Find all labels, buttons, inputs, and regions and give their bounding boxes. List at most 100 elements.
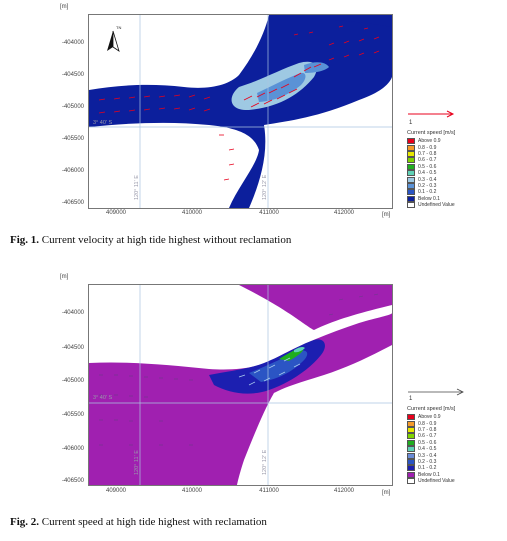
legend-item: 0.4 - 0.5 <box>407 170 477 177</box>
map-canvas <box>89 285 392 485</box>
legend-swatch <box>407 189 415 196</box>
legend-label: Undefined Value <box>418 202 455 209</box>
caption-text: Current speed at high tide highest with … <box>39 516 267 528</box>
latitude-label: 3° 40' S <box>93 395 113 401</box>
y-tick-label: -405000 <box>61 104 84 110</box>
y-tick-label: -404000 <box>61 310 84 316</box>
land-south-east <box>239 350 392 485</box>
legend-swatch <box>407 144 415 151</box>
legend-label: 0.5 - 0.6 <box>418 439 437 446</box>
legend-title: Current speed [m/s] <box>407 406 456 412</box>
legend-label: 0.4 - 0.5 <box>418 170 437 177</box>
water-north-east <box>239 285 392 330</box>
x-tick-label: 410000 <box>181 488 203 494</box>
legend-label: Below 0.1 <box>418 471 440 478</box>
legend-item: 0.3 - 0.4 <box>407 452 477 459</box>
legend: Current speed [m/s] Above 0.9 0.8 - 0.9 0.… <box>407 406 477 485</box>
current-map-1: TN 3° 40' S 120° 11' E 120° 12' E <box>88 14 393 209</box>
legend-title: Current speed [m/s] <box>407 130 456 136</box>
velocity-arrows <box>98 25 380 181</box>
y-tick-label: -405000 <box>61 378 84 384</box>
legend-swatch <box>407 478 415 485</box>
land-south-west <box>89 122 259 208</box>
figure-caption: Fig. 2. Current speed at high tide highe… <box>10 516 267 528</box>
map-canvas <box>89 15 392 208</box>
figure-caption: Fig. 1. Current velocity at high tide hi… <box>10 234 291 246</box>
legend-item: 0.7 - 0.8 <box>407 426 477 433</box>
x-tick-label: 411000 <box>259 210 279 216</box>
longitude-label: 120° 11' E <box>134 450 140 475</box>
y-tick-label: -405500 <box>61 136 84 142</box>
legend-item: Undefined Value <box>407 202 477 209</box>
longitude-label: 120° 11' E <box>134 175 140 200</box>
legend-item: 0.7 - 0.8 <box>407 150 477 157</box>
y-tick-label: -406000 <box>61 168 84 174</box>
legend-label: 0.4 - 0.5 <box>418 446 437 453</box>
legend-label: 0.2 - 0.3 <box>418 458 437 465</box>
legend-label: 0.5 - 0.6 <box>418 163 437 170</box>
legend-swatch <box>407 170 415 177</box>
legend-swatch <box>407 471 415 478</box>
legend-label: 0.2 - 0.3 <box>418 182 437 189</box>
x-tick-label: 410000 <box>181 210 203 216</box>
legend-item: 0.5 - 0.6 <box>407 439 477 446</box>
legend: Current speed [m/s] Above 0.9 0.8 - 0.9 0.… <box>407 130 477 209</box>
legend-item: 0.8 - 0.9 <box>407 144 477 151</box>
legend-label: 0.8 - 0.9 <box>418 144 437 151</box>
legend-swatch <box>407 195 415 202</box>
y-tick-label: -404500 <box>61 72 84 78</box>
y-unit-label: [m] <box>60 274 69 280</box>
legend-swatch <box>407 458 415 465</box>
x-unit-label: [m] <box>382 212 391 218</box>
scale-arrow-icon <box>408 388 464 396</box>
longitude-label: 120° 12' E <box>262 449 268 475</box>
legend-item: 0.6 - 0.7 <box>407 433 477 440</box>
legend-item: Above 0.9 <box>407 414 477 421</box>
legend-item: 0.6 - 0.7 <box>407 157 477 164</box>
north-label: TN <box>116 25 122 30</box>
y-tick-label: -404000 <box>61 40 84 46</box>
legend-swatch <box>407 452 415 459</box>
legend-label: 0.8 - 0.9 <box>418 420 437 427</box>
legend-label: 0.7 - 0.8 <box>418 150 437 157</box>
legend-item: 0.2 - 0.3 <box>407 458 477 465</box>
caption-prefix: Fig. 2. <box>10 516 40 528</box>
legend-item: 0.1 - 0.2 <box>407 189 477 196</box>
legend-item: 0.1 - 0.2 <box>407 465 477 472</box>
x-unit-label: [m] <box>382 490 391 496</box>
legend-swatch <box>407 414 415 421</box>
x-tick-label: 409000 <box>105 488 127 494</box>
y-tick-label: -405500 <box>61 412 84 418</box>
x-tick-label: 411000 <box>259 488 279 494</box>
legend-item: Below 0.1 <box>407 471 477 478</box>
longitude-label: 120° 12' E <box>262 174 268 200</box>
legend-label: Below 0.1 <box>418 195 440 202</box>
y-tick-label: -406500 <box>61 478 84 484</box>
legend-item: 0.4 - 0.5 <box>407 446 477 453</box>
land-north <box>89 15 269 90</box>
current-map-2: 3° 40' S 120° 11' E 120° 12' E <box>88 284 393 486</box>
legend-label: 0.3 - 0.4 <box>418 176 437 183</box>
legend-item: 0.2 - 0.3 <box>407 182 477 189</box>
north-arrow-icon: TN <box>103 25 123 53</box>
legend-swatch <box>407 426 415 433</box>
x-tick-label: 412000 <box>333 210 355 216</box>
legend-swatch <box>407 465 415 472</box>
land-south-east <box>249 77 392 208</box>
legend-label: Above 0.9 <box>418 138 441 145</box>
latitude-label: 3° 40' S <box>93 120 113 126</box>
legend-item: 0.5 - 0.6 <box>407 163 477 170</box>
legend-swatch <box>407 433 415 440</box>
caption-prefix: Fig. 1. <box>10 234 40 246</box>
legend-swatch <box>407 420 415 427</box>
legend-swatch <box>407 202 415 209</box>
scale-value: 1 <box>409 120 413 126</box>
velocity-arrows <box>99 293 379 446</box>
legend-swatch <box>407 157 415 164</box>
legend-swatch <box>407 182 415 189</box>
legend-swatch <box>407 163 415 170</box>
legend-item: 0.8 - 0.9 <box>407 420 477 427</box>
legend-label: 0.7 - 0.8 <box>418 426 437 433</box>
scale-arrow-icon <box>408 110 455 118</box>
legend-swatch <box>407 439 415 446</box>
